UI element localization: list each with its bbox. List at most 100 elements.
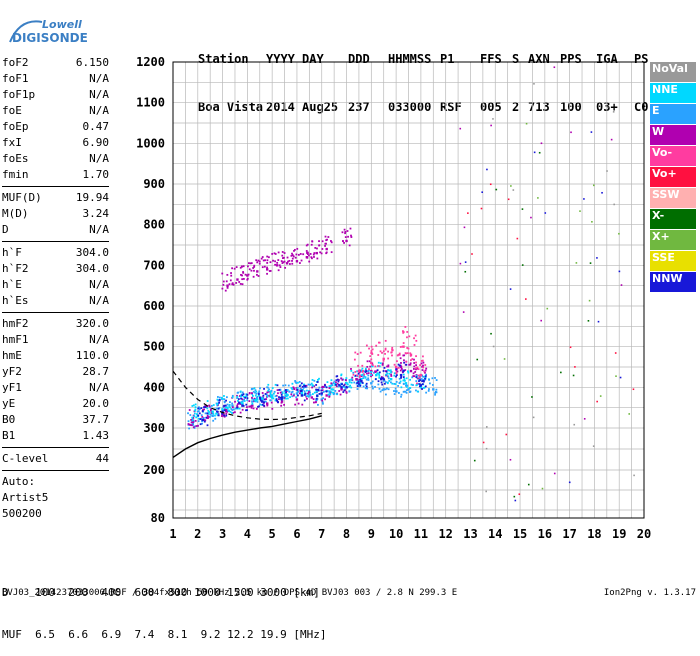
echo-point — [277, 259, 280, 261]
echo-point — [300, 259, 303, 262]
echo-point — [375, 344, 378, 347]
param-row-foes: foEs N/A — [2, 151, 109, 167]
param-row-hme: hmE 110.0 — [2, 348, 109, 364]
echo-point — [373, 371, 375, 374]
echo-point — [299, 388, 302, 391]
echo-point — [360, 374, 363, 377]
noise-point — [546, 307, 549, 310]
echo-point — [257, 259, 260, 262]
echo-point — [241, 283, 244, 286]
echo-point — [336, 378, 339, 381]
echo-point — [315, 399, 318, 402]
logo-digisonde: DIGISONDE — [12, 31, 88, 45]
echo-point — [261, 397, 264, 400]
echo-point — [192, 426, 195, 429]
echo-point — [290, 393, 293, 396]
echo-point — [372, 387, 374, 390]
param-row-foep: foEp 0.47 — [2, 119, 109, 135]
param-row-yf2: yF2 28.7 — [2, 364, 109, 380]
echo-point — [311, 240, 314, 243]
echo-point — [377, 365, 380, 367]
echo-point — [278, 398, 281, 400]
y-tick-label: 500 — [143, 340, 165, 354]
echo-point — [238, 401, 240, 404]
echo-point — [391, 354, 393, 357]
echo-point — [330, 379, 333, 382]
echo-point — [225, 410, 227, 413]
echo-point — [328, 390, 331, 393]
echo-point — [386, 382, 389, 385]
echo-point — [287, 260, 289, 263]
param-value: 20.0 — [82, 397, 110, 410]
noise-point — [591, 221, 593, 223]
echo-point — [358, 383, 360, 385]
echo-point — [230, 272, 232, 274]
echo-point — [290, 254, 293, 257]
echo-point — [332, 388, 334, 391]
echo-point — [205, 405, 208, 408]
header-row2-cell: 2 — [512, 100, 520, 114]
echo-point — [301, 403, 304, 406]
echo-point — [256, 273, 258, 276]
echo-point — [357, 369, 361, 373]
echo-point — [362, 374, 364, 376]
x-tick-label: 5 — [269, 527, 276, 541]
echo-point — [223, 404, 226, 407]
echo-point — [415, 355, 417, 358]
echo-point — [295, 398, 299, 401]
echo-point — [337, 380, 340, 383]
echo-point — [258, 394, 260, 397]
echo-point — [413, 337, 415, 340]
noise-point — [568, 481, 571, 484]
echo-point — [328, 395, 331, 398]
echo-point — [340, 388, 343, 391]
param-value: 28.7 — [82, 365, 110, 378]
echo-point — [415, 367, 417, 370]
echo-point — [400, 375, 403, 378]
echo-point — [367, 372, 370, 375]
echo-point — [272, 397, 275, 400]
echo-point — [386, 365, 388, 368]
echo-point — [315, 251, 318, 255]
echo-point — [368, 369, 370, 372]
echo-point — [279, 396, 282, 399]
echo-point — [421, 369, 424, 371]
echo-point — [226, 403, 229, 406]
echo-point — [380, 377, 383, 379]
param-row-hmf1: hmF1 N/A — [2, 332, 109, 348]
echo-point — [277, 401, 279, 404]
echo-point — [226, 396, 228, 399]
noise-point — [596, 257, 598, 259]
echo-point — [321, 386, 323, 389]
noise-point — [514, 499, 517, 502]
echo-point — [398, 353, 401, 356]
chart-grid — [172, 61, 645, 518]
echo-point — [283, 403, 285, 406]
echo-point — [420, 362, 423, 365]
echo-point — [296, 381, 299, 384]
param-value: N/A — [89, 333, 109, 346]
echo-point — [251, 393, 254, 395]
echo-point — [387, 365, 390, 368]
echo-point — [303, 390, 306, 393]
noise-point — [553, 66, 556, 69]
echo-point — [280, 260, 283, 262]
noise-point — [464, 261, 467, 263]
echo-point — [350, 236, 353, 238]
echo-point — [303, 384, 305, 387]
echo-point — [400, 367, 403, 370]
noise-point — [620, 284, 623, 286]
echo-point — [251, 400, 254, 403]
echo-point — [367, 377, 370, 380]
echo-point — [387, 357, 390, 360]
echo-point — [261, 396, 263, 399]
echo-point — [234, 407, 237, 410]
param-value: N/A — [89, 72, 109, 85]
echo-point — [298, 392, 301, 395]
header-row2: Boa Vista 2014 Aug25 237 033000 RSF 005 2 713 100… — [198, 99, 668, 115]
echo-point — [200, 414, 203, 417]
legend-item-nne: NNE — [650, 83, 696, 103]
echo-point — [361, 371, 364, 373]
echo-point — [251, 396, 253, 399]
param-name: B1 — [2, 429, 16, 442]
